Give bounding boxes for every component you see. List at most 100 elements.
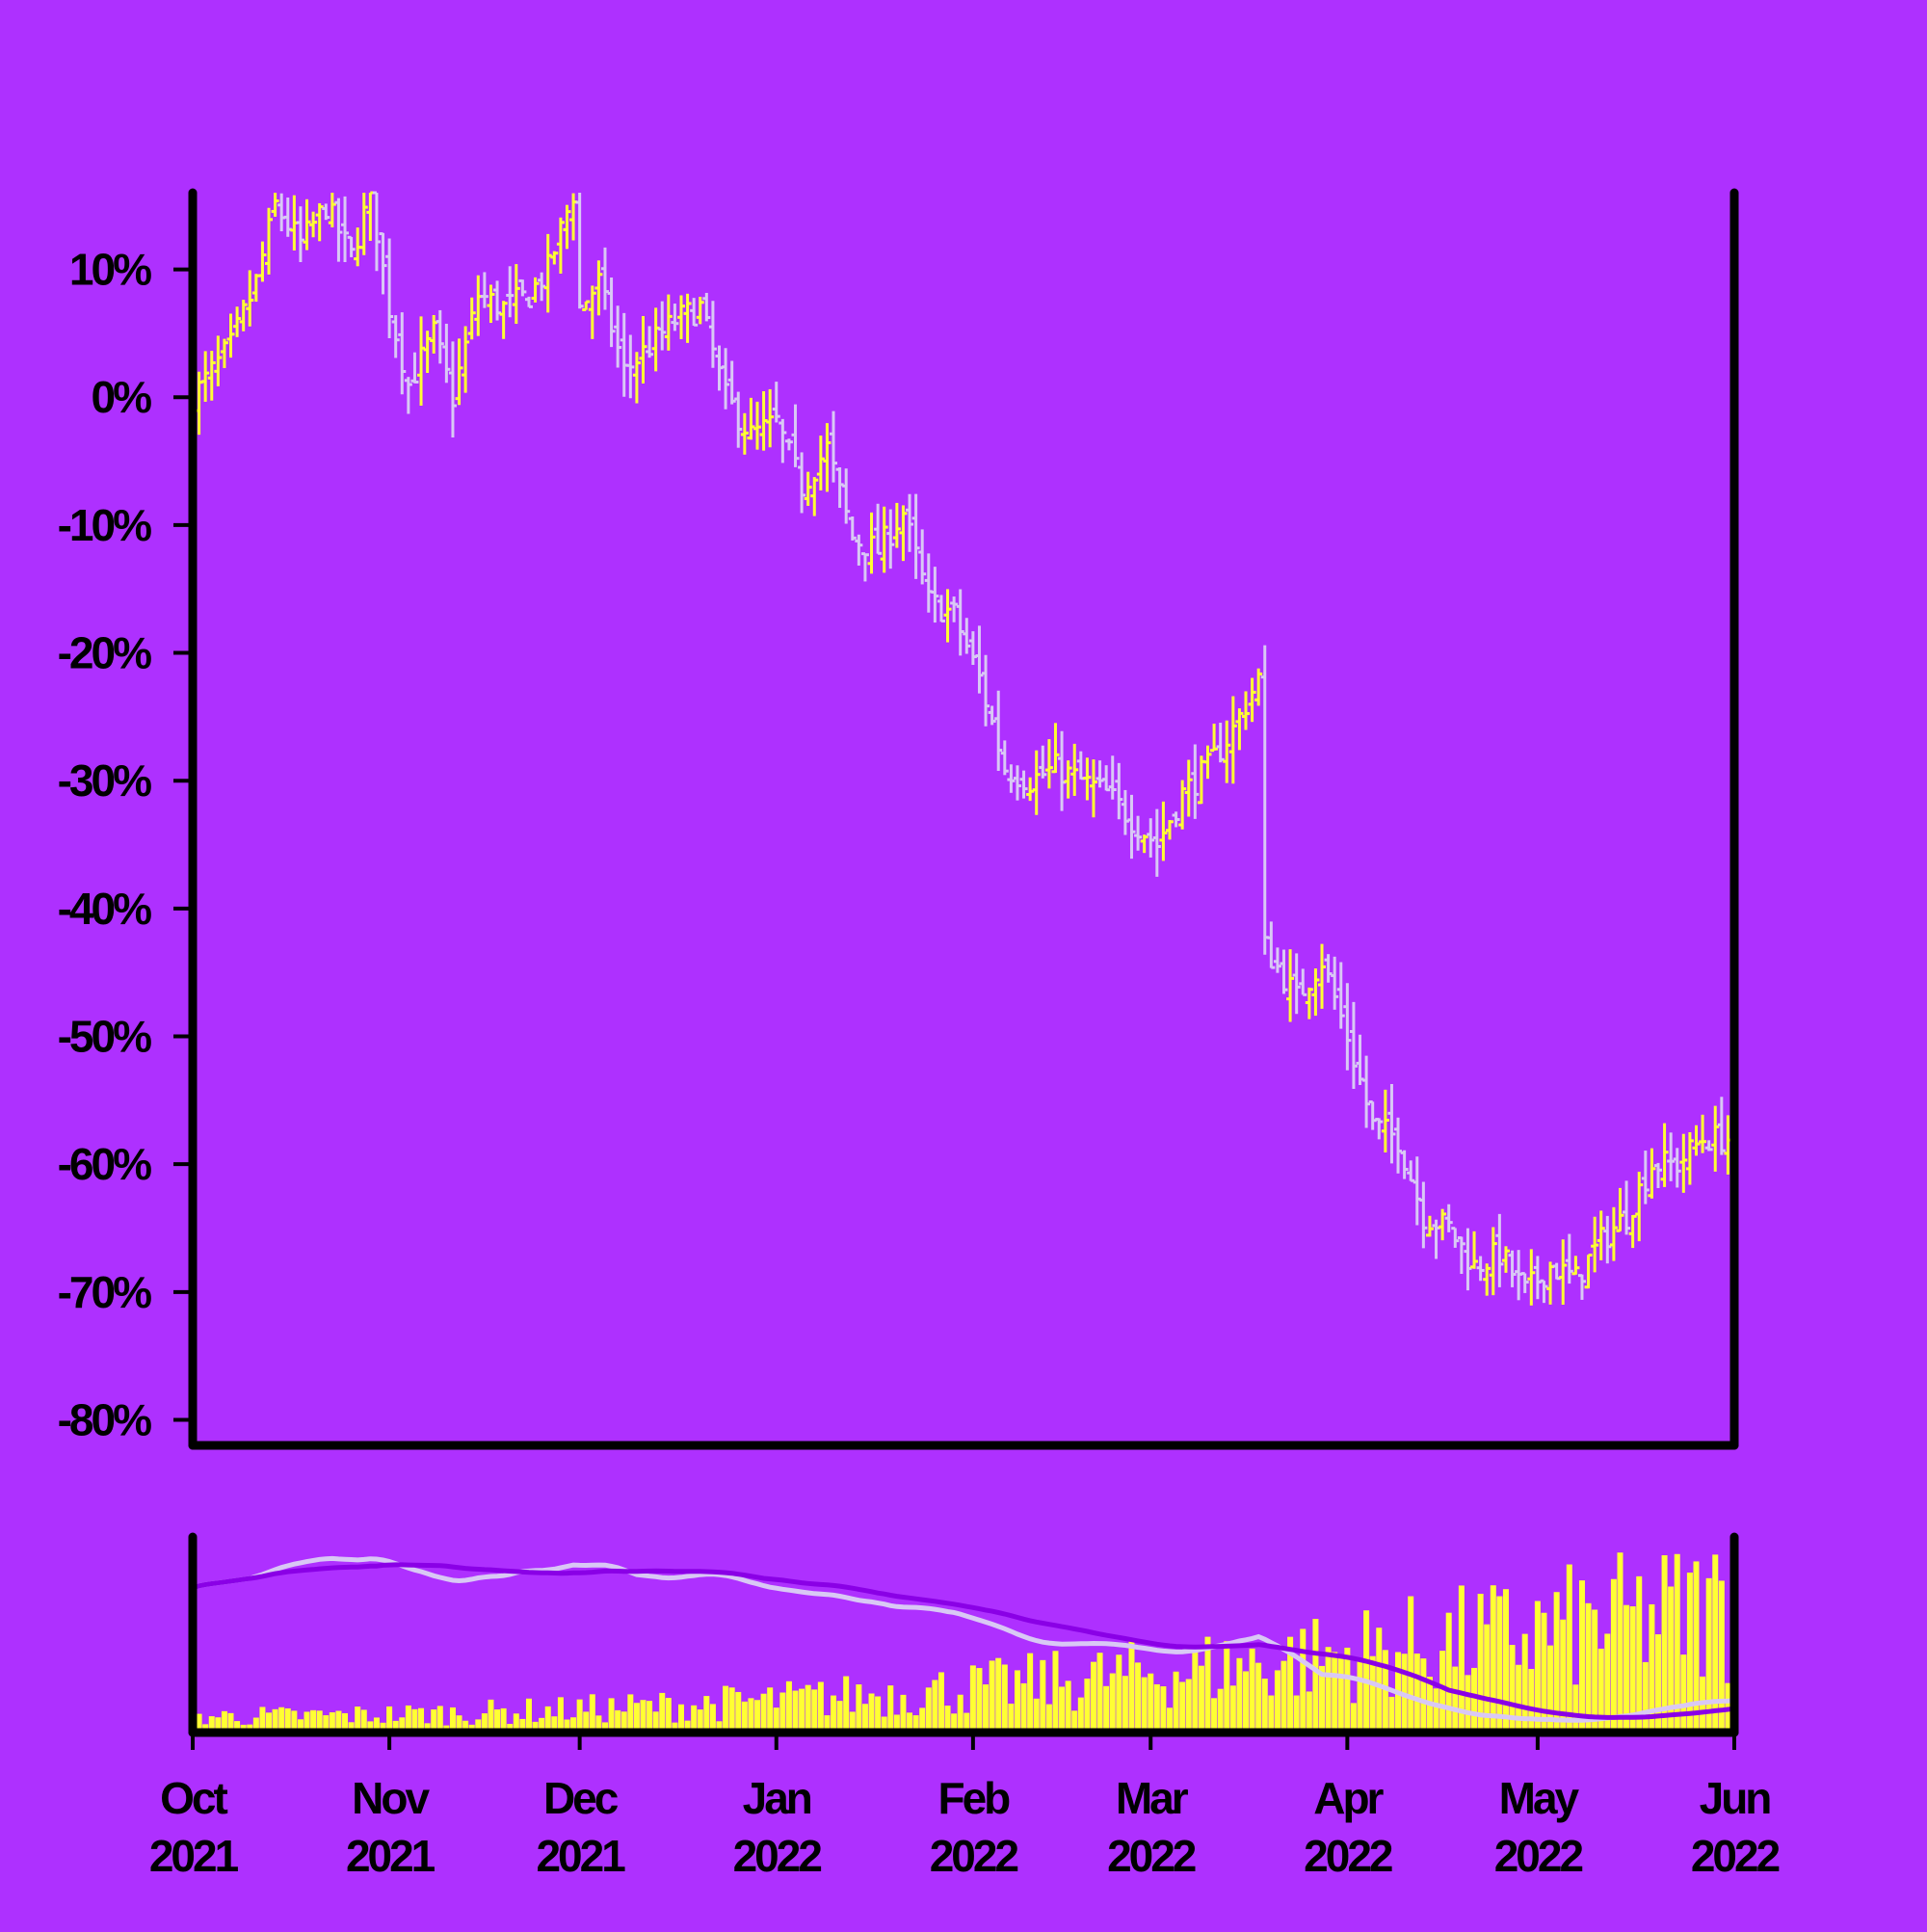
volume-bar xyxy=(367,1721,374,1733)
volume-bar xyxy=(1597,1648,1604,1733)
price-bars-group xyxy=(189,191,1738,1306)
volume-bar xyxy=(1496,1596,1503,1733)
volume-bar xyxy=(1388,1696,1395,1733)
volume-bar xyxy=(1319,1665,1326,1733)
volume-bar xyxy=(1509,1645,1516,1733)
volume-bar xyxy=(1173,1671,1179,1733)
volume-bar xyxy=(1153,1683,1160,1733)
volume-bar xyxy=(399,1717,406,1733)
volume-bar xyxy=(1229,1685,1236,1733)
volume-bar xyxy=(723,1685,729,1733)
volume-bar xyxy=(1350,1703,1357,1733)
volume-bar xyxy=(595,1715,602,1733)
volume-bar xyxy=(1141,1677,1148,1733)
volume-bar xyxy=(481,1713,488,1733)
moving-average-lines-group xyxy=(192,1555,1735,1723)
volume-bar xyxy=(1211,1698,1218,1733)
volume-bar xyxy=(1249,1648,1255,1733)
x-tick-year-label: 2022 xyxy=(1691,1831,1780,1881)
volume-bar xyxy=(1268,1695,1275,1733)
volume-bar xyxy=(1148,1673,1154,1733)
volume-bar xyxy=(1528,1669,1535,1733)
volume-bar xyxy=(1516,1664,1522,1733)
y-tick-label: -50% xyxy=(58,1012,151,1062)
volume-bar xyxy=(976,1668,983,1733)
volume-bar xyxy=(1585,1602,1592,1733)
volume-bar xyxy=(1337,1657,1344,1733)
volume-bar xyxy=(1312,1618,1319,1733)
volume-bar xyxy=(392,1720,399,1733)
volume-bar xyxy=(881,1716,887,1733)
y-tick-label: -20% xyxy=(58,628,151,678)
volume-bar xyxy=(907,1712,913,1733)
volume-bar xyxy=(418,1707,425,1733)
volume-bar xyxy=(380,1722,386,1733)
volume-bar xyxy=(709,1704,716,1733)
volume-bar xyxy=(1693,1561,1700,1733)
volume-bar xyxy=(912,1715,919,1733)
volume-bar xyxy=(1077,1697,1084,1733)
volume-bar xyxy=(1420,1658,1427,1733)
volume-bar xyxy=(227,1712,234,1733)
volume-bar xyxy=(944,1706,951,1733)
volume-bar xyxy=(1045,1704,1052,1733)
volume-bar xyxy=(551,1716,558,1733)
volume-bar xyxy=(1122,1676,1128,1733)
volume-bar xyxy=(1572,1684,1579,1733)
volume-bar xyxy=(272,1708,278,1733)
y-tick-label: 10% xyxy=(69,245,151,295)
volume-bar xyxy=(925,1687,932,1733)
volume-bar xyxy=(1674,1553,1680,1733)
volume-bar xyxy=(1027,1653,1034,1733)
volume-bar xyxy=(1578,1580,1585,1733)
volume-bar xyxy=(1001,1664,1008,1733)
volume-bar xyxy=(360,1709,367,1733)
volume-bar xyxy=(1293,1695,1300,1733)
volume-bar xyxy=(1109,1673,1116,1733)
volume-bar xyxy=(989,1660,995,1733)
volume-bar xyxy=(856,1684,862,1733)
volume-bar xyxy=(1071,1710,1078,1733)
volume-bar xyxy=(1204,1636,1211,1733)
volume-bars-group xyxy=(190,1552,1737,1733)
volume-bar xyxy=(633,1703,640,1733)
volume-bar xyxy=(1090,1661,1096,1733)
volume-bar xyxy=(615,1709,621,1733)
volume-bar xyxy=(1541,1612,1547,1733)
y-tick-label: -60% xyxy=(58,1139,151,1189)
volume-bar xyxy=(1224,1641,1230,1733)
volume-bar xyxy=(665,1698,672,1733)
volume-bar xyxy=(1718,1580,1725,1733)
x-tick-month-label: Feb xyxy=(937,1773,1010,1823)
volume-bar xyxy=(1477,1594,1484,1733)
volume-bar xyxy=(252,1717,259,1733)
volume-bar xyxy=(1445,1612,1452,1733)
volume-bar xyxy=(532,1721,539,1733)
volume-bar xyxy=(544,1706,551,1733)
volume-bar xyxy=(405,1705,411,1733)
volume-bar xyxy=(564,1719,570,1733)
volume-bar xyxy=(1490,1585,1496,1733)
volume-bar xyxy=(627,1694,634,1733)
volume-bar xyxy=(1357,1658,1363,1733)
volume-bar xyxy=(983,1684,990,1733)
volume-bar xyxy=(196,1713,202,1733)
x-tick-month-label: Nov xyxy=(352,1773,430,1823)
volume-bar xyxy=(1566,1564,1572,1733)
volume-bar xyxy=(773,1707,779,1733)
volume-bar xyxy=(1185,1679,1192,1733)
moving-average-slow-line xyxy=(192,1562,1735,1720)
volume-bar xyxy=(1629,1606,1636,1733)
volume-bar xyxy=(811,1689,818,1733)
volume-bar xyxy=(266,1712,273,1733)
volume-bar xyxy=(1020,1682,1027,1733)
volume-bar xyxy=(215,1717,222,1733)
volume-bar xyxy=(494,1709,501,1733)
x-tick-month-label: Mar xyxy=(1116,1773,1189,1823)
volume-bar xyxy=(697,1709,703,1733)
volume-bar xyxy=(728,1687,735,1733)
volume-bar xyxy=(259,1707,266,1733)
volume-bar xyxy=(1433,1688,1439,1733)
volume-bar xyxy=(1243,1671,1250,1733)
volume-bar xyxy=(1439,1651,1446,1733)
